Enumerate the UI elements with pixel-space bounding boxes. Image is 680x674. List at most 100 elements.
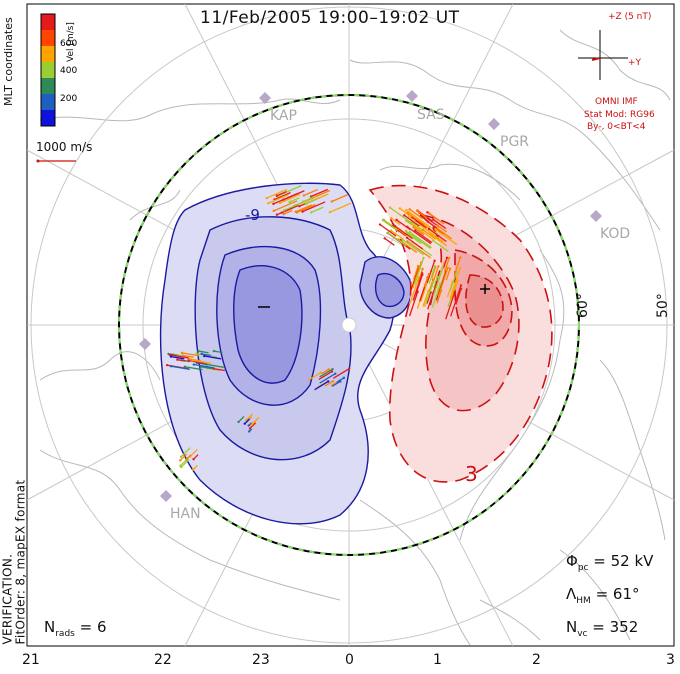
velocity-vector-origin [437, 265, 440, 268]
velocity-vector [450, 280, 459, 300]
velocity-vector [279, 193, 301, 204]
velocity-vector-origin [436, 224, 439, 227]
imf-y-label: +Y [628, 58, 642, 68]
velocity-vector-origin [165, 363, 169, 367]
velocity-vector-origin [169, 355, 173, 358]
velocity-vector [390, 217, 401, 226]
velocity-vector-origin [389, 229, 393, 232]
velocity-vector-origin [445, 256, 449, 259]
velocity-vector [416, 210, 428, 219]
velocity-vector [450, 285, 462, 317]
velocity-vector [177, 359, 186, 362]
velocity-colorbar [40, 13, 56, 127]
velocity-vector [432, 219, 447, 230]
velocity-vector-origin [301, 210, 304, 213]
mlt-tick-3: 3 [666, 652, 675, 668]
velocity-vector-origin [412, 226, 415, 229]
velocity-vector [436, 290, 442, 304]
velocity-vector-origin [247, 424, 250, 427]
velocity-vector-origin [339, 380, 342, 383]
velocity-vector-origin [393, 224, 396, 227]
velocity-vector-origin [434, 227, 437, 231]
velocity-vector [180, 459, 190, 468]
velocity-vector [417, 268, 424, 283]
map-title: 11/Feb/2005 19:00–19:02 UT [200, 8, 460, 28]
velocity-vector-origin [427, 272, 431, 276]
velocity-vector-origin [416, 264, 420, 268]
velocity-vector-origin [416, 290, 419, 293]
velocity-vector-origin [331, 368, 334, 371]
velocity-vector [181, 352, 200, 357]
velocity-vector-origin [441, 266, 444, 270]
velocity-vector-origin [330, 200, 334, 203]
velocity-vector [419, 224, 444, 243]
velocity-vector [252, 416, 260, 425]
velocity-vector-origin [453, 290, 456, 294]
scale-vector-origin [36, 159, 40, 163]
velocity-vector-origin [398, 207, 402, 210]
velocity-vector-origin [428, 212, 432, 215]
velocity-vector [324, 380, 334, 387]
velocity-vector-origin [401, 238, 404, 241]
phi-subscript: pc [577, 563, 589, 573]
imf-condition: By-, 0<BT<4 [587, 122, 646, 132]
velocity-vector-origin [431, 280, 435, 284]
velocity-vector [266, 188, 288, 199]
velocity-vector [321, 368, 330, 375]
velocity-vector [283, 209, 293, 215]
velocity-vector [180, 447, 191, 458]
latitude-label-60: 60° [575, 293, 591, 318]
velocity-vector [289, 197, 300, 203]
velocity-vector [390, 229, 404, 240]
vector-count: Nvc = 352 [566, 618, 638, 639]
velocity-vector-origin [327, 380, 330, 383]
velocity-vector [394, 225, 413, 240]
velocity-vector [188, 359, 206, 365]
velocity-vector [433, 276, 439, 289]
velocity-vector-origin [427, 227, 431, 231]
velocity-vector-origin [248, 427, 252, 430]
velocity-vector [409, 231, 432, 249]
velocity-vector-origin [295, 211, 299, 214]
velocity-vector [406, 226, 432, 245]
velocity-vector [426, 292, 432, 304]
velocity-vector-origin [237, 420, 240, 424]
velocity-vector-origin [406, 211, 409, 215]
velocity-vector [384, 237, 395, 246]
lambda-value: = 61° [595, 585, 640, 603]
velocity-vector [331, 380, 341, 387]
velocity-vector [445, 291, 456, 320]
velocity-vector-origin [446, 266, 450, 270]
velocity-vector-origin [278, 201, 282, 205]
velocity-vector [434, 228, 458, 246]
velocity-vector-origin [431, 278, 435, 281]
velocity-vector-origin [405, 236, 409, 239]
velocity-vector [432, 267, 444, 297]
velocity-vector [411, 221, 423, 231]
velocity-vectors [165, 185, 463, 471]
velocity-vector [206, 363, 224, 368]
velocity-vector [331, 194, 348, 203]
velocity-vector-origin [282, 198, 285, 201]
velocity-vector-origin [328, 211, 332, 214]
magnetic-pole-marker [341, 317, 357, 333]
velocity-vector-origin [251, 422, 254, 425]
velocity-vector-origin [282, 212, 285, 216]
mlt-tick-22: 22 [154, 652, 172, 668]
velocity-vector [318, 371, 333, 380]
velocity-vector [382, 219, 398, 231]
velocity-vector-origin [298, 205, 301, 208]
phi-value: = 52 kV [593, 552, 654, 570]
velocity-vector [413, 257, 425, 286]
station-kod: KOD [600, 226, 631, 242]
velocity-vector-origin [347, 367, 351, 370]
station-sas: SAS [417, 107, 445, 123]
velocity-vector [413, 226, 425, 236]
velocity-vector [403, 214, 420, 227]
velocity-vector [303, 188, 318, 197]
velocity-vector-origin [395, 218, 398, 222]
velocity-vector-origin [403, 214, 406, 217]
velocity-vector-origin [383, 237, 386, 240]
station-marker-4 [139, 338, 151, 350]
velocity-vector-origin [282, 209, 286, 212]
